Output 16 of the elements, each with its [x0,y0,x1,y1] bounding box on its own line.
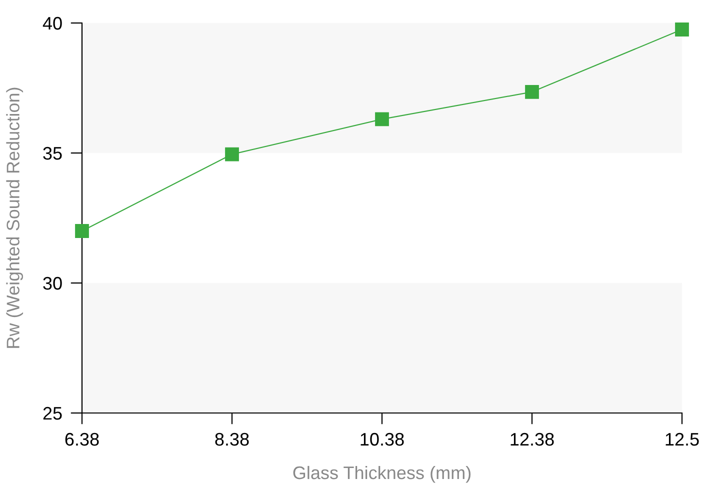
point [525,84,539,99]
point [75,224,89,238]
x-tick-label: 8.38 [215,432,249,446]
y-axis-title: Rw (Weighted Sound Reduction) [6,88,24,348]
x-tick-label: 10.38 [360,432,404,446]
y-tick-label: 25 [43,406,62,420]
y-tick-label: 40 [42,16,62,30]
point [225,147,239,162]
y-tick-label: 35 [43,146,62,160]
x-tick-label: 12.38 [510,432,554,446]
y-tick-label: 30 [43,276,62,290]
x-axis-title: Glass Thickness (mm) [293,466,471,483]
point [375,112,389,126]
x-tick-label: 12.5 [666,432,699,446]
x-tick-label: 6.38 [65,432,99,446]
point [675,22,689,36]
